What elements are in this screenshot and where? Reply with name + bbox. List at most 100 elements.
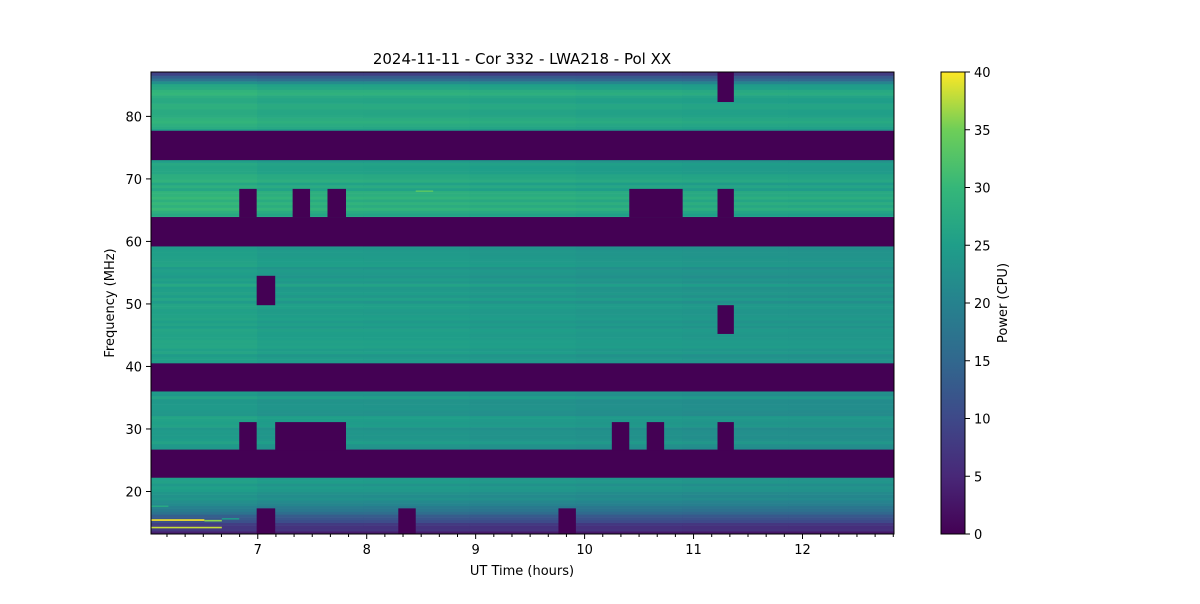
heatmap-cell xyxy=(151,179,258,183)
heatmap-cell xyxy=(469,393,577,397)
heatmap-cell xyxy=(151,441,258,445)
heatmap-cell xyxy=(363,249,471,253)
heatmap-cell xyxy=(151,505,258,509)
heatmap-cell xyxy=(682,415,789,419)
heatmap-cell xyxy=(575,491,683,495)
heatmap-cell xyxy=(575,193,683,197)
heatmap-cell xyxy=(682,404,789,408)
heatmap-cell xyxy=(788,286,894,290)
heatmap-cell xyxy=(682,83,789,87)
heatmap-cell xyxy=(788,179,894,183)
heatmap-cell xyxy=(151,75,258,79)
heatmap-cell xyxy=(575,486,683,490)
heatmap-cell xyxy=(257,497,364,501)
heatmap-cell xyxy=(575,359,683,363)
heatmap-cell xyxy=(151,325,258,329)
heatmap-cell xyxy=(788,500,894,504)
heatmap-cell xyxy=(575,337,683,341)
heatmap-cell xyxy=(151,168,258,172)
y-tick-label: 80 xyxy=(125,110,142,125)
heatmap-cell xyxy=(151,351,258,355)
heatmap-cell xyxy=(682,263,789,268)
heatmap-cell xyxy=(151,289,258,293)
heatmap-cell xyxy=(257,396,364,400)
heatmap-cell xyxy=(682,311,789,315)
heatmap-cell xyxy=(788,128,894,133)
heatmap-cell xyxy=(363,337,471,341)
heatmap-cell xyxy=(575,525,683,529)
heatmap-cell xyxy=(257,519,364,524)
heatmap-cell xyxy=(469,171,577,175)
heatmap-cell xyxy=(469,432,577,436)
heatmap-cell xyxy=(257,176,364,180)
heatmap-cell xyxy=(363,483,471,487)
heatmap-cell xyxy=(682,159,789,163)
heatmap-cell xyxy=(151,353,258,358)
rfi-line xyxy=(151,505,169,508)
flagged-block xyxy=(629,188,683,218)
heatmap-cell xyxy=(682,97,789,102)
heatmap-cell xyxy=(151,165,258,169)
heatmap-cell xyxy=(788,353,894,358)
heatmap-cell xyxy=(469,204,577,208)
y-tick-label: 40 xyxy=(125,360,142,375)
heatmap-cell xyxy=(257,114,364,118)
heatmap-cell xyxy=(682,356,789,360)
heatmap-cell xyxy=(788,404,894,408)
heatmap-cell xyxy=(469,269,577,273)
heatmap-cell xyxy=(575,328,683,332)
heatmap-cell xyxy=(151,128,258,133)
heatmap-cell xyxy=(151,390,258,394)
heatmap-cell xyxy=(788,359,894,363)
heatmap-cell xyxy=(469,429,577,434)
heatmap-cell xyxy=(788,421,894,425)
heatmap-cell xyxy=(257,247,364,251)
heatmap-cell xyxy=(151,247,258,251)
heatmap-cell xyxy=(363,328,471,332)
heatmap-cell xyxy=(575,103,683,107)
heatmap-cell xyxy=(682,120,789,124)
heatmap-cell xyxy=(682,314,789,318)
heatmap-cell xyxy=(788,103,894,107)
heatmap-cell xyxy=(682,196,789,200)
heatmap-cell xyxy=(575,128,683,133)
heatmap-cell xyxy=(575,213,683,217)
rfi-line xyxy=(221,517,240,520)
heatmap-cell xyxy=(469,83,577,87)
heatmap-cell xyxy=(469,249,577,253)
heatmap-cell xyxy=(151,204,258,208)
heatmap-cell xyxy=(682,128,789,133)
heatmap-cell xyxy=(575,280,683,284)
heatmap-cell xyxy=(682,202,789,206)
heatmap-cell xyxy=(682,488,789,493)
heatmap-cell xyxy=(151,413,258,417)
heatmap-cell xyxy=(788,297,894,301)
colorbar-tick-label: 10 xyxy=(974,413,991,428)
heatmap-cell xyxy=(151,277,258,282)
heatmap-cell xyxy=(575,410,683,414)
heatmap-cell xyxy=(469,306,577,310)
heatmap-cell xyxy=(469,159,577,163)
heatmap-cell xyxy=(682,407,789,411)
heatmap-cell xyxy=(363,311,471,315)
heatmap-cell xyxy=(363,356,471,360)
heatmap-cell xyxy=(788,247,894,251)
heatmap-cell xyxy=(257,531,364,534)
heatmap-cell xyxy=(682,176,789,180)
heatmap-cell xyxy=(575,508,683,512)
heatmap-cell xyxy=(788,261,894,265)
flagged-block xyxy=(717,422,734,451)
heatmap-cell xyxy=(469,308,577,313)
heatmap-cell xyxy=(469,503,577,507)
heatmap-cell xyxy=(363,511,471,515)
heatmap-cell xyxy=(363,263,471,268)
heatmap-cell xyxy=(151,210,258,214)
heatmap-cell xyxy=(257,311,364,315)
heatmap-cell xyxy=(682,106,789,110)
heatmap-cell xyxy=(788,196,894,200)
heatmap-cell xyxy=(788,477,894,481)
heatmap-cell xyxy=(682,522,789,526)
heatmap-cell xyxy=(363,165,471,169)
heatmap-cell xyxy=(151,345,258,349)
heatmap-cell xyxy=(257,266,364,270)
